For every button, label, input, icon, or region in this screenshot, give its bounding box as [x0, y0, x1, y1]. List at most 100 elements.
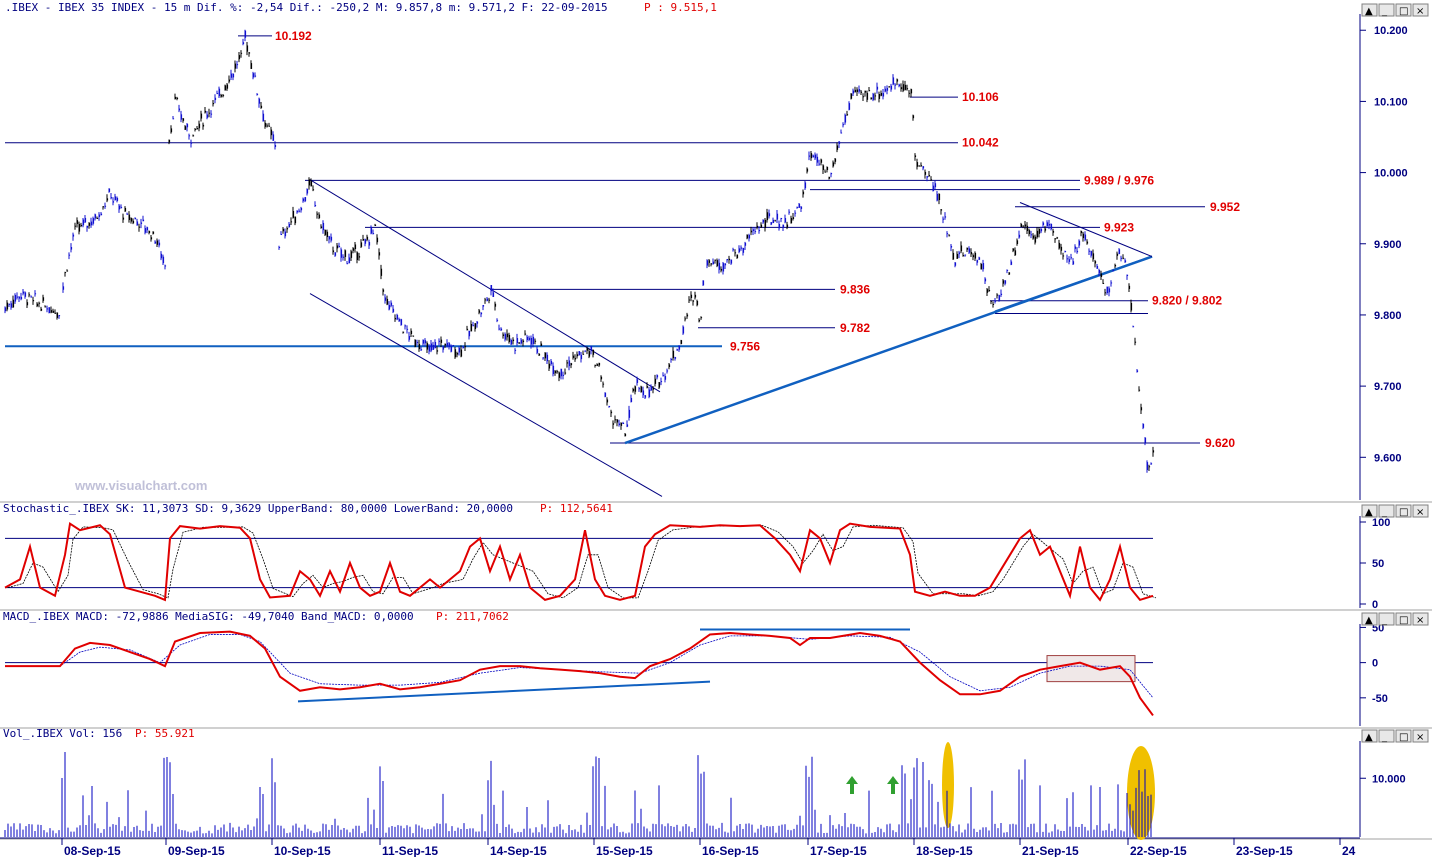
window-button[interactable]: [1395, 729, 1412, 743]
candle-body: [394, 317, 397, 320]
window-button-icon[interactable]: ×: [1416, 6, 1424, 17]
window-button-icon[interactable]: _: [1381, 507, 1388, 518]
window-button[interactable]: [1361, 504, 1378, 518]
candle-body: [1060, 246, 1063, 251]
candle-body: [420, 349, 423, 351]
candle-body: [1026, 225, 1029, 232]
window-button-icon[interactable]: ×: [1416, 615, 1424, 626]
candle-body: [432, 344, 435, 350]
date-label: 15-Sep-15: [596, 844, 653, 857]
candle-body: [172, 118, 175, 120]
candle-body: [1078, 240, 1081, 246]
candle-body: [822, 165, 825, 170]
candle-body: [642, 390, 645, 396]
candle-body: [868, 90, 871, 92]
candle-body: [526, 336, 529, 341]
candle-body: [16, 296, 19, 298]
window-button[interactable]: [1361, 3, 1378, 17]
window-button[interactable]: [1361, 612, 1378, 626]
candle-body: [534, 340, 537, 342]
candle-body: [578, 351, 581, 356]
candle-body: [518, 342, 521, 344]
candle-body: [326, 231, 329, 238]
window-button[interactable]: [1412, 504, 1429, 518]
candle-body: [220, 94, 223, 97]
window-button-icon[interactable]: □: [1399, 732, 1408, 743]
candle-body: [762, 219, 765, 223]
window-button[interactable]: [1395, 3, 1412, 17]
window-button[interactable]: [1412, 729, 1429, 743]
candle-body: [1076, 250, 1079, 253]
candle-body: [260, 105, 263, 108]
candle-body: [24, 292, 27, 297]
window-button-icon[interactable]: _: [1381, 6, 1388, 17]
candle-body: [594, 364, 597, 366]
window-button[interactable]: [1361, 729, 1378, 743]
candle-body: [1114, 264, 1117, 267]
window-button[interactable]: [1378, 612, 1395, 626]
window-button-icon[interactable]: □: [1399, 615, 1408, 626]
candle-body: [854, 89, 857, 93]
window-button[interactable]: [1378, 3, 1395, 17]
window-button[interactable]: [1395, 504, 1412, 518]
candle-body: [970, 252, 973, 255]
candle-body: [584, 350, 587, 352]
window-button-icon[interactable]: □: [1399, 6, 1408, 17]
candle-body: [222, 95, 225, 97]
window-button[interactable]: [1378, 504, 1395, 518]
window-button[interactable]: [1395, 612, 1412, 626]
candle-body: [1072, 261, 1075, 265]
candle-body: [904, 84, 907, 90]
window-button[interactable]: [1412, 612, 1429, 626]
candle-body: [402, 331, 405, 333]
candle-body: [802, 191, 805, 195]
window-button-icon[interactable]: ▲: [1365, 732, 1373, 743]
candle-body: [330, 236, 333, 241]
volume-panel: [4, 742, 1155, 840]
date-label: 16-Sep-15: [702, 844, 759, 857]
candle-body: [612, 423, 615, 425]
candle-body: [1152, 450, 1155, 453]
candle-body: [54, 312, 57, 314]
candle-body: [836, 145, 839, 150]
candle-body: [670, 359, 673, 361]
candle-body: [1122, 257, 1125, 259]
window-button-icon[interactable]: ×: [1416, 732, 1424, 743]
window-button-icon[interactable]: ▲: [1365, 507, 1373, 518]
level-label: 9.952: [1210, 200, 1240, 214]
candle-body: [640, 386, 643, 393]
candle-body: [1142, 423, 1145, 428]
candle-body: [72, 234, 75, 237]
candle-body: [740, 247, 743, 249]
window-button[interactable]: [1378, 729, 1395, 743]
window-button-icon[interactable]: □: [1399, 507, 1408, 518]
candle-body: [852, 90, 855, 94]
candle-body: [378, 252, 381, 256]
window-buttons[interactable]: ▲ _ □ × ▲ _ □ × ▲ _ □ × ▲ _ □ ×: [1361, 3, 1429, 743]
candle-body: [504, 333, 507, 340]
candle-body: [274, 144, 277, 148]
candle-body: [354, 244, 357, 249]
candle-body: [1112, 270, 1115, 272]
window-button-icon[interactable]: ▲: [1365, 615, 1373, 626]
up-arrow-icon: [846, 776, 858, 794]
window-button[interactable]: [1412, 3, 1429, 17]
candle-body: [102, 206, 105, 208]
candle-body: [574, 357, 577, 360]
candle-body: [1050, 224, 1053, 230]
candle-body: [568, 360, 571, 367]
candle-body: [336, 245, 339, 249]
price-ytick-label: 10.200: [1374, 25, 1408, 37]
candle-body: [318, 214, 321, 219]
candle-body: [344, 250, 347, 257]
candle-body: [182, 118, 185, 121]
window-button-icon[interactable]: ▲: [1365, 6, 1373, 17]
window-button-icon[interactable]: ×: [1416, 507, 1424, 518]
candle-body: [404, 325, 407, 327]
window-button-icon[interactable]: _: [1381, 615, 1388, 626]
window-button-icon[interactable]: _: [1381, 732, 1388, 743]
candle-body: [902, 84, 905, 91]
candle-body: [396, 314, 399, 320]
candle-body: [1106, 286, 1109, 294]
candle-body: [706, 260, 709, 266]
